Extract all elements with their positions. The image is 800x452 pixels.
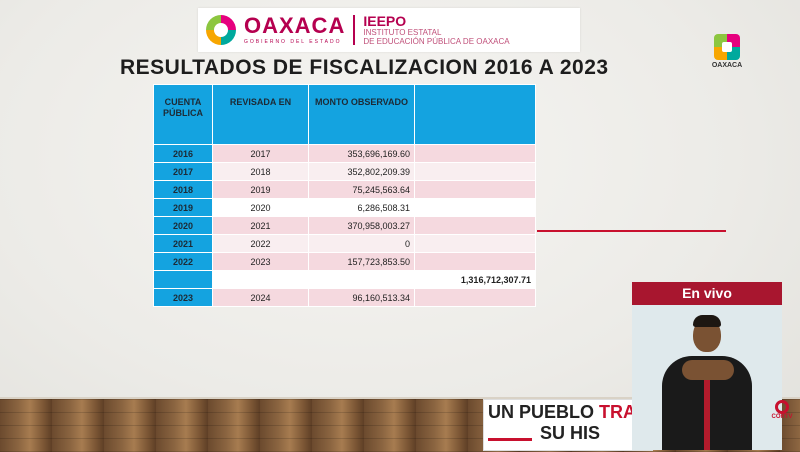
oaxaca-logo-icon xyxy=(206,15,236,45)
cell-revisada: 2024 xyxy=(212,288,309,307)
header-cuenta-publica: CUENTA PÚBLICA xyxy=(153,84,213,145)
corner-oaxaca-logo: OAXACA xyxy=(710,34,744,69)
cell-total xyxy=(414,162,536,181)
cell-cuenta: 2022 xyxy=(153,252,213,271)
table-row: 2020 2021 370,958,003.27 xyxy=(153,216,536,235)
oaxaca-emblem-icon xyxy=(714,34,740,60)
table-row: 2018 2019 75,245,563.64 xyxy=(153,180,536,199)
cell-revisada: 2023 xyxy=(212,252,309,271)
cell-revisada: 2017 xyxy=(212,144,309,163)
interpreter-hair xyxy=(693,315,721,327)
cell-cuenta: 2016 xyxy=(153,144,213,163)
cell-cuenta: 2021 xyxy=(153,234,213,253)
cell-monto: 75,245,563.64 xyxy=(308,180,415,199)
cell-monto: 0 xyxy=(308,234,415,253)
ieepo-subtitle-line-1: INSTITUTO ESTATAL xyxy=(363,28,442,37)
cell-total-sum: 1,316,712,307.71 xyxy=(414,270,536,289)
cell-total xyxy=(414,216,536,235)
cell-revisada: 2019 xyxy=(212,180,309,199)
cell-cuenta xyxy=(153,270,213,289)
tagline-red-bar xyxy=(488,438,532,441)
table-row-total: 1,316,712,307.71 xyxy=(153,270,536,289)
slide-title: RESULTADOS DE FISCALIZACION 2016 A 2023 xyxy=(120,56,609,79)
oaxaca-logo-text: OAXACA xyxy=(244,13,346,38)
header-monto-observado: MONTO OBSERVADO xyxy=(308,84,415,145)
cell-cuenta: 2019 xyxy=(153,198,213,217)
cell-total xyxy=(414,180,536,199)
cell-total xyxy=(414,288,536,307)
ieepo-subtitle-line-2: DE EDUCACIÓN PÚBLICA DE OAXACA xyxy=(363,37,510,46)
header-total xyxy=(414,84,536,145)
cell-total xyxy=(414,198,536,217)
tagline-banner: UN PUEBLO TRA SU HIS xyxy=(483,399,653,451)
cell-cuenta: 2023 xyxy=(153,288,213,307)
oaxaca-logo-subtext: GOBIERNO DEL ESTADO xyxy=(244,39,342,45)
live-badge: En vivo xyxy=(632,282,782,305)
ieepo-logo-text: IEEPO xyxy=(363,13,407,29)
table-row: 2016 2017 353,696,169.60 xyxy=(153,144,536,163)
table-header-row: CUENTA PÚBLICA REVISADA EN MONTO OBSERVA… xyxy=(153,84,536,145)
cell-monto: 370,958,003.27 xyxy=(308,216,415,235)
cell-monto xyxy=(308,270,415,289)
tagline-text-accent: TRA xyxy=(599,402,637,422)
cell-total xyxy=(414,144,536,163)
header-banner: OAXACA GOBIERNO DEL ESTADO IEEPO INSTITU… xyxy=(198,8,580,52)
table-row: 2017 2018 352,802,209.39 xyxy=(153,162,536,181)
tagline-text-2: SU HIS xyxy=(540,423,601,443)
table-row: 2022 2023 157,723,853.50 xyxy=(153,252,536,271)
cell-monto: 352,802,209.39 xyxy=(308,162,415,181)
broadcaster-logo: CORTV xyxy=(770,400,794,430)
fiscalization-table: CUENTA PÚBLICA REVISADA EN MONTO OBSERVA… xyxy=(153,84,536,307)
cell-total xyxy=(414,252,536,271)
broadcaster-logo-text: CORTV xyxy=(771,414,793,420)
cell-revisada: 2018 xyxy=(212,162,309,181)
header-revisada-en: REVISADA EN xyxy=(212,84,309,145)
tagline-text-1: UN PUEBLO xyxy=(488,402,600,422)
cell-monto: 96,160,513.34 xyxy=(308,288,415,307)
tagline-line-1: UN PUEBLO TRA xyxy=(488,402,636,423)
cell-cuenta: 2020 xyxy=(153,216,213,235)
cell-monto: 6,286,508.31 xyxy=(308,198,415,217)
table-row: 2019 2020 6,286,508.31 xyxy=(153,198,536,217)
cell-revisada xyxy=(212,270,309,289)
cell-monto: 353,696,169.60 xyxy=(308,144,415,163)
cell-revisada: 2020 xyxy=(212,198,309,217)
cell-cuenta: 2018 xyxy=(153,180,213,199)
cell-cuenta: 2017 xyxy=(153,162,213,181)
cell-revisada: 2022 xyxy=(212,234,309,253)
banner-divider xyxy=(353,15,356,45)
red-accent-line xyxy=(537,230,726,232)
cell-total xyxy=(414,234,536,253)
cell-revisada: 2021 xyxy=(212,216,309,235)
interpreter-garment-stripe xyxy=(704,360,710,450)
sign-language-interpreter-panel: En vivo xyxy=(632,282,782,450)
table-row: 2021 2022 0 xyxy=(153,234,536,253)
broadcaster-mark-icon xyxy=(775,400,789,414)
cell-monto: 157,723,853.50 xyxy=(308,252,415,271)
corner-logo-text: OAXACA xyxy=(711,62,743,69)
interpreter-hands xyxy=(682,360,734,380)
table-row: 2023 2024 96,160,513.34 xyxy=(153,288,536,307)
